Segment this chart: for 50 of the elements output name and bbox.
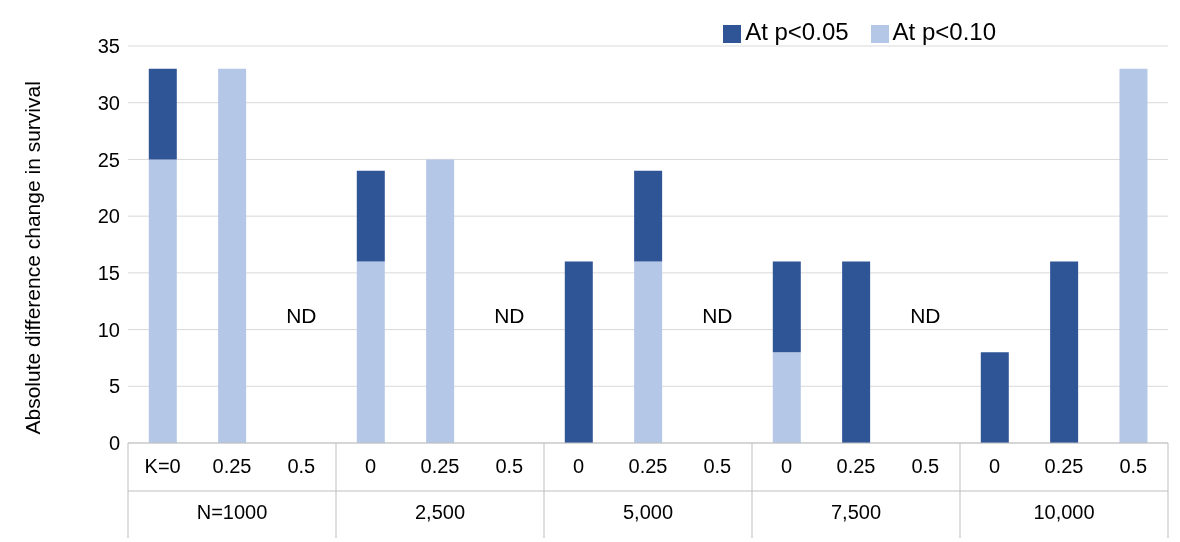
- text: 5,000: [622, 501, 674, 523]
- y-axis-title: Absolute difference change in survival: [21, 81, 45, 435]
- x-tick-label: 0: [365, 455, 377, 477]
- y-tick-label: 15: [97, 261, 120, 284]
- x-tick-label: 0: [573, 455, 585, 477]
- annotation: ND: [286, 304, 317, 328]
- text: 2,500: [414, 501, 466, 523]
- y-tick-label: 25: [97, 148, 120, 171]
- bar: [842, 261, 871, 443]
- x-tick-label: 0.25: [836, 455, 876, 477]
- text: 10,000: [1033, 501, 1095, 523]
- bar: [772, 261, 801, 353]
- bar: [772, 352, 801, 443]
- bar: [148, 68, 177, 160]
- legend-label: At p<0.10: [892, 18, 996, 45]
- bar: [564, 261, 593, 443]
- annotation: ND: [702, 304, 733, 328]
- bar: [1050, 261, 1079, 443]
- x-tick-label: 0.5: [1119, 455, 1148, 477]
- bar: [426, 159, 455, 443]
- bar: [218, 68, 247, 443]
- x-tick-label: 0.5: [287, 455, 316, 477]
- x-tick-label: 0.25: [628, 455, 668, 477]
- bar: [148, 159, 177, 443]
- x-tick-label: 0.25: [1044, 455, 1084, 477]
- bar: [980, 352, 1009, 443]
- x-tick-label: 0: [989, 455, 1001, 477]
- bar: [634, 170, 663, 262]
- text: 7,500: [830, 501, 882, 523]
- x-tick-label: 0: [781, 455, 793, 477]
- x-tick-label: 0.5: [911, 455, 940, 477]
- bar: [356, 170, 385, 262]
- x-tick-label: 0.25: [212, 455, 252, 477]
- y-tick-label: 0: [108, 432, 120, 455]
- x-tick-label: 0.5: [703, 455, 732, 477]
- y-tick-label: 10: [97, 318, 120, 341]
- x-tick-label: 0.5: [495, 455, 524, 477]
- y-tick-label: 5: [108, 375, 120, 398]
- y-tick-label: 35: [97, 35, 120, 58]
- legend-label: At p<0.05: [745, 18, 849, 45]
- annotation: ND: [494, 304, 525, 328]
- y-tick-label: 20: [97, 205, 120, 228]
- x-tick-label: 0.25: [420, 455, 460, 477]
- x-tick-label: K=0: [144, 455, 181, 477]
- text: N=1000: [196, 501, 268, 523]
- y-tick-label: 30: [97, 91, 120, 114]
- bar: [356, 261, 385, 443]
- bar: [1119, 68, 1148, 443]
- annotation: ND: [910, 304, 941, 328]
- bar: [634, 261, 663, 443]
